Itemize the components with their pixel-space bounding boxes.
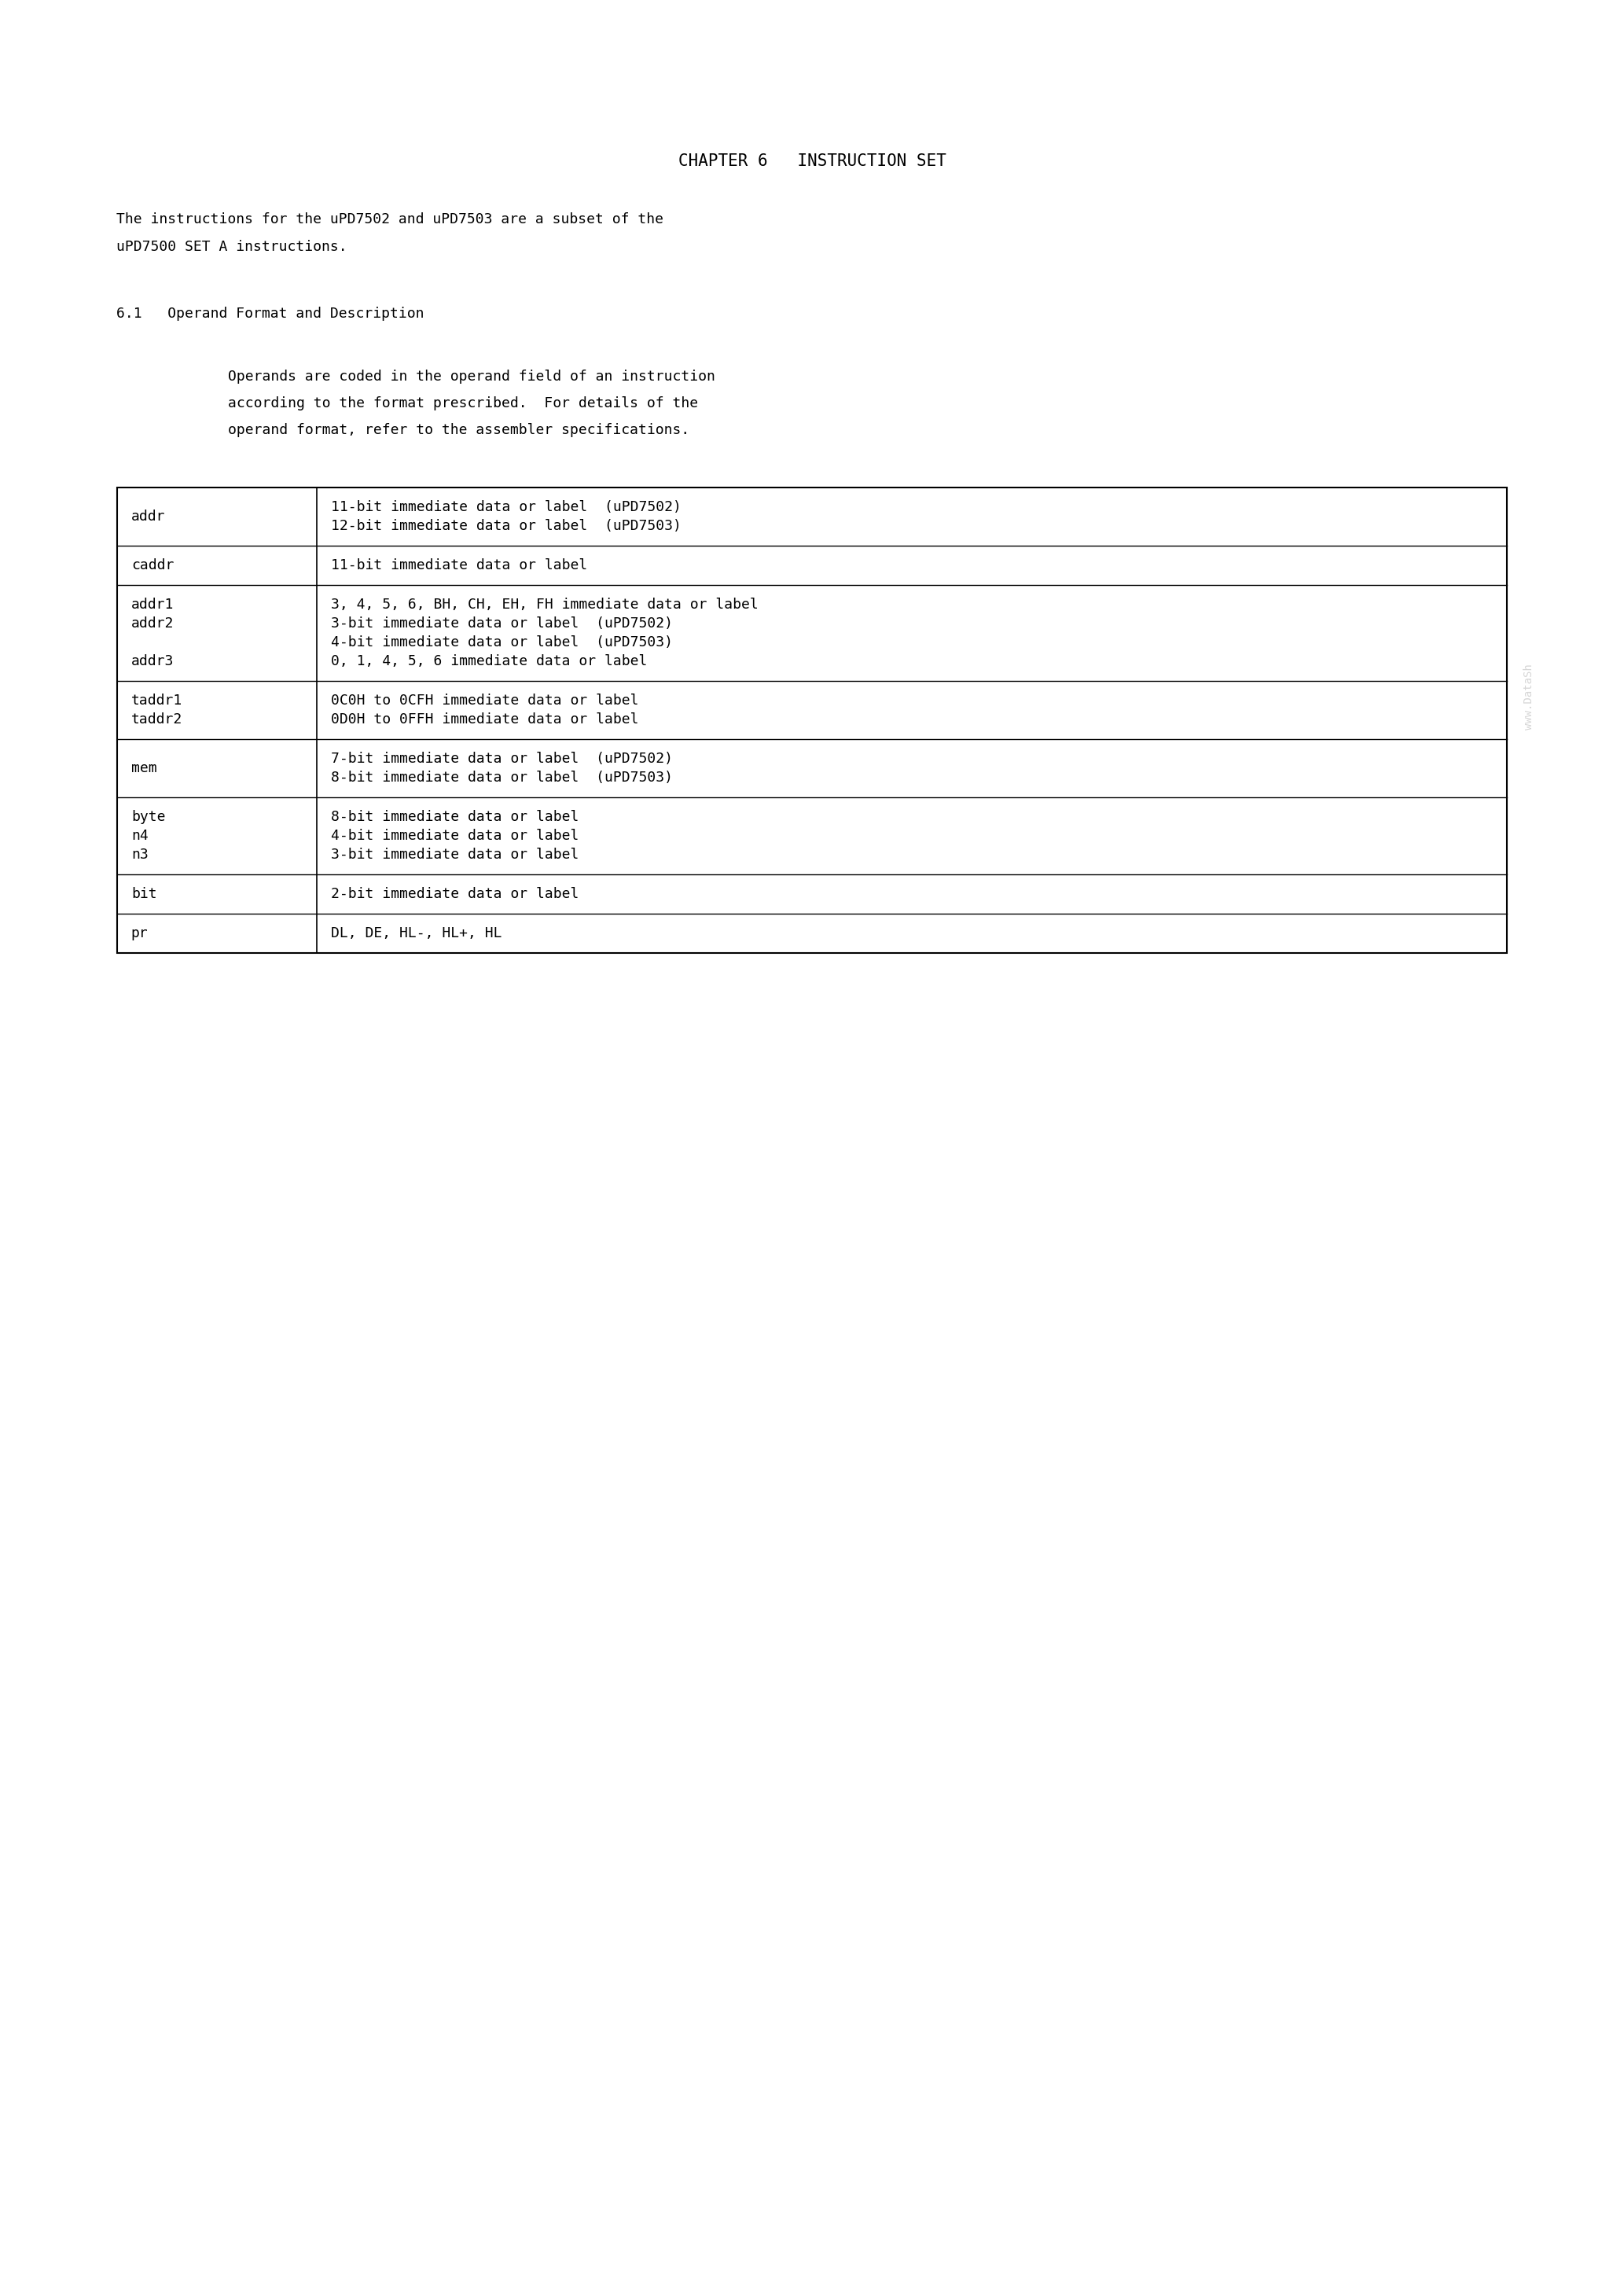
Bar [117, 487, 1507, 953]
Text: 6.1   Operand Format and Description: 6.1 Operand Format and Description [117, 308, 424, 321]
Text: addr1: addr1 [132, 597, 174, 611]
Text: mem: mem [132, 762, 158, 776]
Text: byte: byte [132, 810, 166, 824]
Text: 0D0H to 0FFH immediate data or label: 0D0H to 0FFH immediate data or label [331, 712, 638, 726]
Text: 2-bit immediate data or label: 2-bit immediate data or label [331, 886, 578, 900]
Text: 3-bit immediate data or label: 3-bit immediate data or label [331, 847, 578, 861]
Text: 0, 1, 4, 5, 6 immediate data or label: 0, 1, 4, 5, 6 immediate data or label [331, 654, 646, 668]
Text: 4-bit immediate data or label: 4-bit immediate data or label [331, 829, 578, 843]
Text: DL, DE, HL-, HL+, HL: DL, DE, HL-, HL+, HL [331, 925, 502, 941]
Text: operand format, refer to the assembler specifications.: operand format, refer to the assembler s… [227, 422, 690, 436]
Text: pr: pr [132, 925, 148, 941]
Text: Operands are coded in the operand field of an instruction: Operands are coded in the operand field … [227, 370, 715, 383]
Text: according to the format prescribed.  For details of the: according to the format prescribed. For … [227, 397, 698, 411]
Text: taddr1: taddr1 [132, 693, 182, 707]
Text: 8-bit immediate data or label: 8-bit immediate data or label [331, 810, 578, 824]
Text: bit: bit [132, 886, 158, 900]
Text: taddr2: taddr2 [132, 712, 182, 726]
Text: 3-bit immediate data or label  (uPD7502): 3-bit immediate data or label (uPD7502) [331, 615, 672, 631]
Text: 12-bit immediate data or label  (uPD7503): 12-bit immediate data or label (uPD7503) [331, 519, 682, 533]
Text: 7-bit immediate data or label  (uPD7502): 7-bit immediate data or label (uPD7502) [331, 751, 672, 767]
Text: caddr: caddr [132, 558, 174, 572]
Text: n4: n4 [132, 829, 148, 843]
Text: addr3: addr3 [132, 654, 174, 668]
Text: 3, 4, 5, 6, BH, CH, EH, FH immediate data or label: 3, 4, 5, 6, BH, CH, EH, FH immediate dat… [331, 597, 758, 611]
Text: addr: addr [132, 510, 166, 523]
Text: 11-bit immediate data or label: 11-bit immediate data or label [331, 558, 588, 572]
Text: addr2: addr2 [132, 615, 174, 631]
Text: 8-bit immediate data or label  (uPD7503): 8-bit immediate data or label (uPD7503) [331, 771, 672, 785]
Text: 0C0H to 0CFH immediate data or label: 0C0H to 0CFH immediate data or label [331, 693, 638, 707]
Text: uPD7500 SET A instructions.: uPD7500 SET A instructions. [117, 239, 348, 255]
Text: www.DataSh: www.DataSh [1523, 664, 1535, 730]
Text: n3: n3 [132, 847, 148, 861]
Text: CHAPTER 6   INSTRUCTION SET: CHAPTER 6 INSTRUCTION SET [679, 154, 945, 170]
Text: 11-bit immediate data or label  (uPD7502): 11-bit immediate data or label (uPD7502) [331, 501, 682, 514]
Text: The instructions for the uPD7502 and uPD7503 are a subset of the: The instructions for the uPD7502 and uPD… [117, 211, 664, 227]
Text: 4-bit immediate data or label  (uPD7503): 4-bit immediate data or label (uPD7503) [331, 636, 672, 650]
